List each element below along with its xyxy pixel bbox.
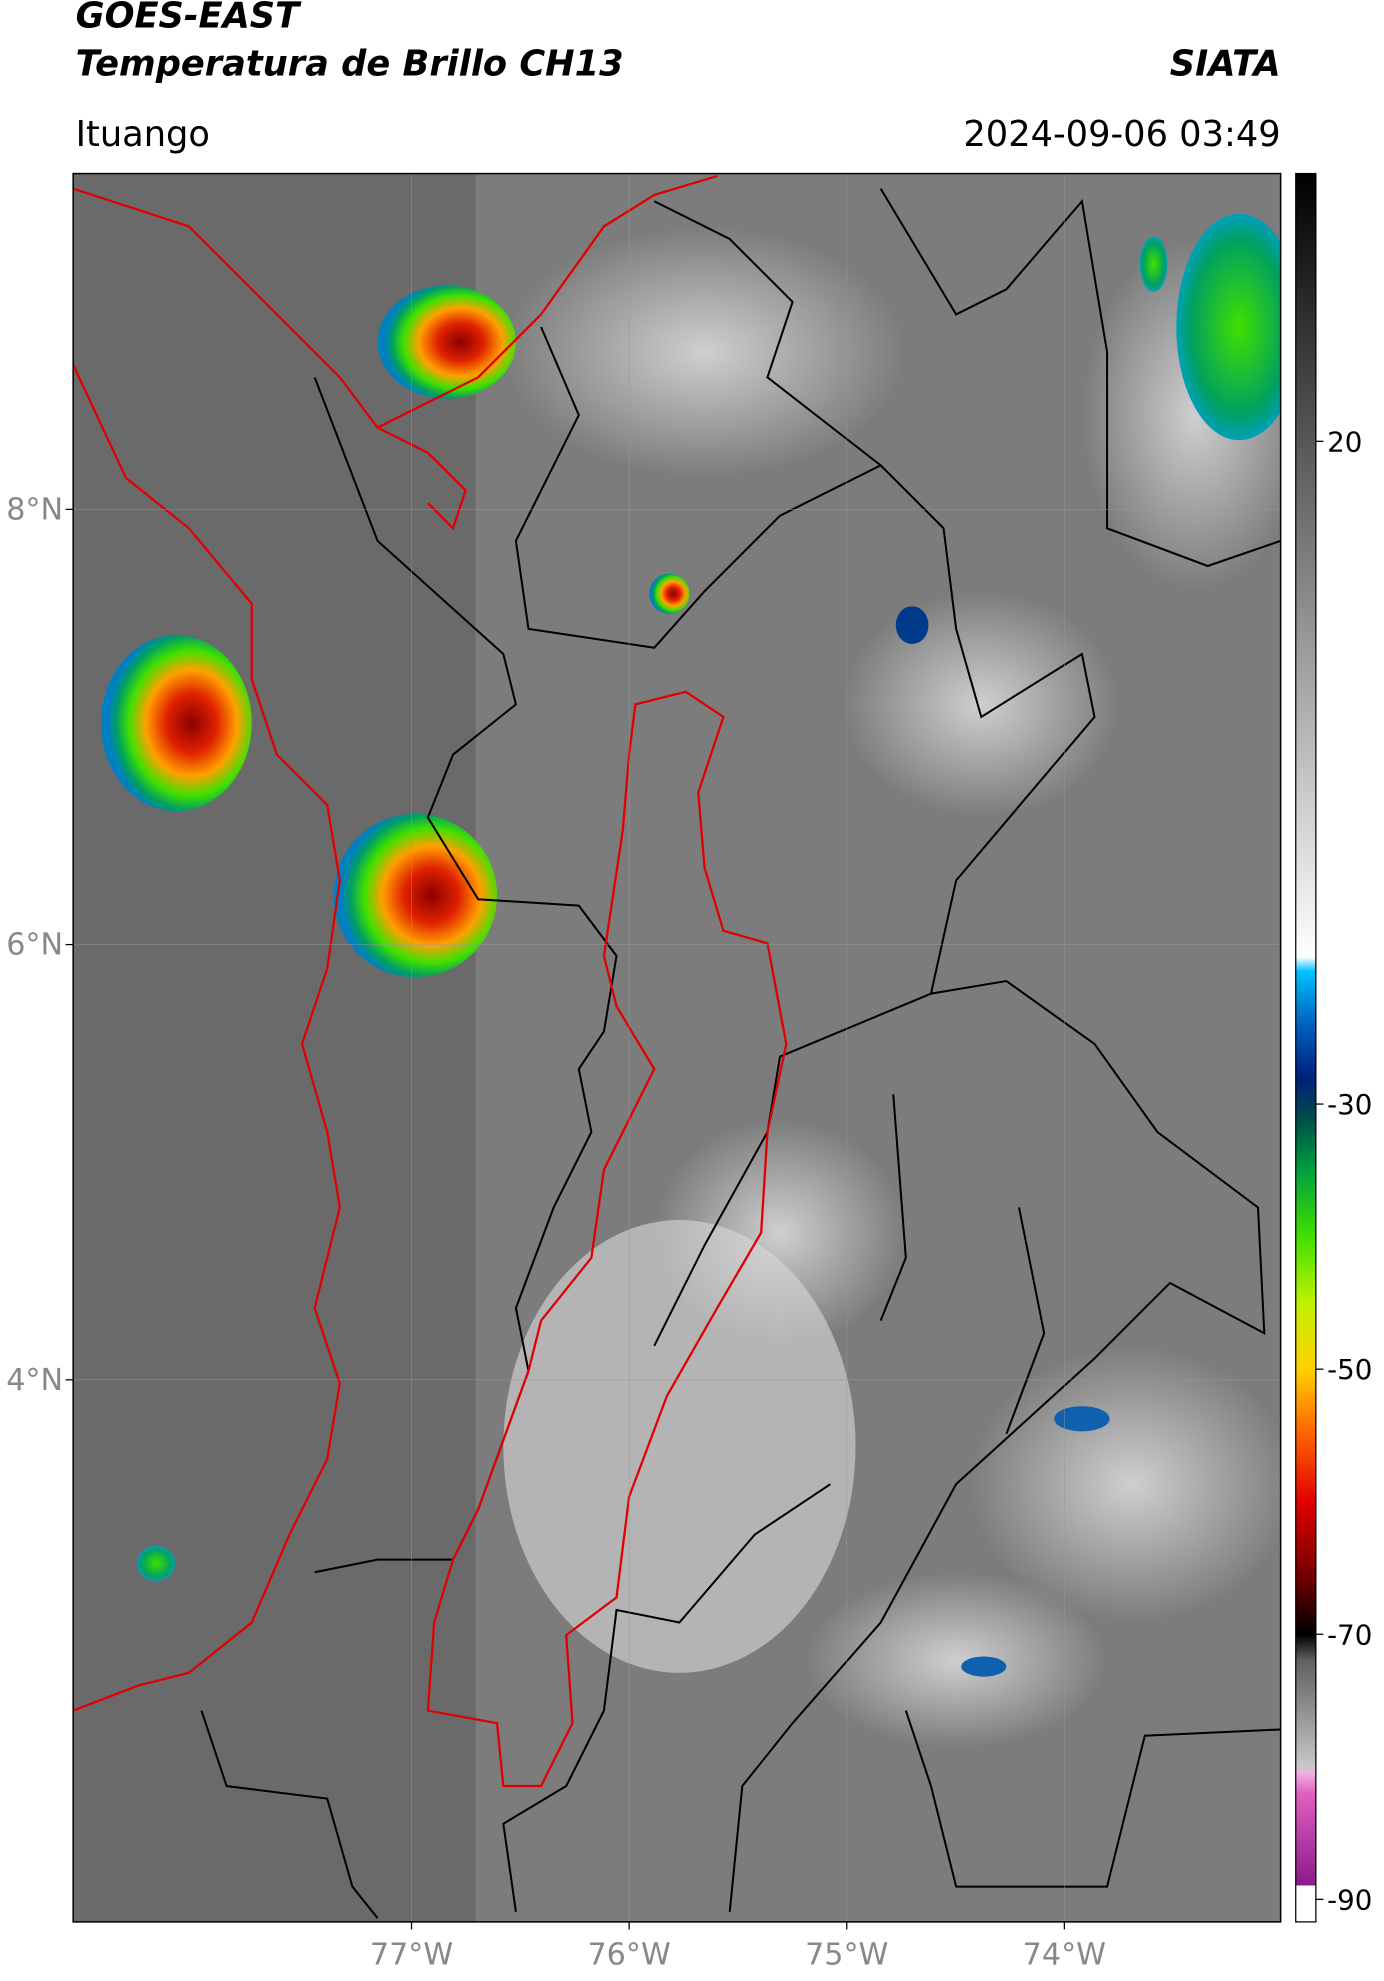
y-tick-label: 4°N [6, 1363, 63, 1398]
x-tick-label: 75°W [805, 1938, 888, 1973]
y-tick-label: 8°N [6, 492, 63, 527]
storm-cell [961, 1656, 1007, 1677]
storm-cell [100, 635, 252, 812]
cloud [842, 591, 1120, 818]
cloud [654, 1119, 906, 1346]
storm-cell [895, 606, 929, 644]
storm-cell [649, 573, 690, 614]
storm-cell [1176, 213, 1281, 441]
storm-cell [333, 813, 498, 978]
colorbar-tick-label: -50 [1327, 1353, 1372, 1386]
colorbar-tick-label: -70 [1327, 1618, 1372, 1651]
subtitle: Temperatura de Brillo CH13 [76, 43, 624, 84]
cloud [805, 1572, 1108, 1749]
imagery [73, 173, 1281, 1922]
title: GOES-EAST [76, 0, 302, 37]
source: SIATA [1170, 43, 1281, 84]
x-tick-label: 76°W [587, 1938, 670, 1973]
location: Ituango [76, 114, 210, 155]
storm-cell [137, 1545, 176, 1582]
cloud [503, 226, 906, 478]
colorbar-tick-label: 20 [1327, 425, 1362, 458]
borders [200, 188, 1281, 1919]
ocean [73, 173, 476, 1922]
colorbar-tick-label: -30 [1327, 1088, 1372, 1121]
x-tick-label: 74°W [1023, 1938, 1106, 1973]
colorbar [1295, 172, 1317, 1923]
storm-cell [1054, 1406, 1110, 1432]
colorbar-tick-label: -90 [1327, 1883, 1372, 1916]
map-frame [72, 172, 1282, 1923]
y-tick-label: 6°N [6, 928, 63, 963]
cloud [968, 1345, 1281, 1623]
coast-and-region [73, 175, 788, 1788]
storm-cell [1139, 236, 1168, 292]
storm-cell [377, 285, 516, 399]
datetime: 2024-09-06 03:49 [963, 114, 1280, 155]
x-tick-label: 77°W [370, 1938, 453, 1973]
